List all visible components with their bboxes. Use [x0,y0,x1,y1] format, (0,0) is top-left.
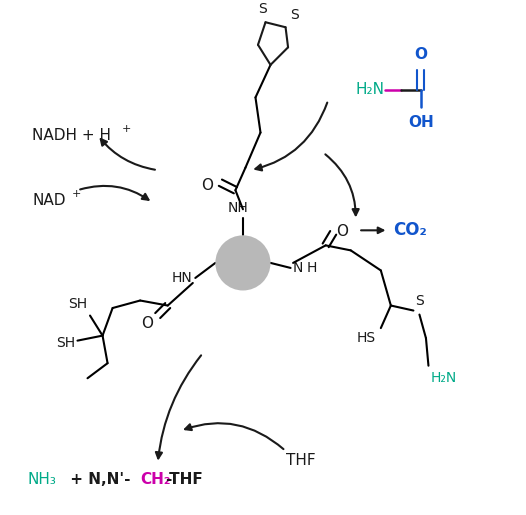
Text: CO₂: CO₂ [393,221,427,239]
Text: H₂N: H₂N [431,371,457,385]
Text: SH: SH [68,297,87,311]
Text: THF: THF [286,454,315,469]
Text: + N,N'-: + N,N'- [65,472,130,487]
Text: +: + [122,124,131,133]
Text: S: S [415,294,423,308]
Text: HN: HN [172,271,193,285]
FancyArrowPatch shape [80,186,148,200]
Text: SH: SH [56,336,75,350]
Text: O: O [140,316,153,331]
Text: OH: OH [408,115,434,130]
FancyArrowPatch shape [156,355,201,458]
FancyArrowPatch shape [101,139,155,170]
Text: +: + [72,188,81,199]
FancyArrowPatch shape [256,102,327,170]
FancyArrowPatch shape [185,423,284,449]
Text: HS: HS [357,331,376,345]
Text: H₂N: H₂N [356,82,385,97]
Text: O: O [414,47,428,62]
Circle shape [215,235,270,290]
FancyArrowPatch shape [326,154,359,215]
Text: NH: NH [228,201,248,215]
Text: S: S [290,8,299,22]
Text: O: O [336,224,348,239]
Text: CH₂: CH₂ [140,472,170,487]
Text: N: N [293,261,304,275]
Text: NH₃: NH₃ [27,472,56,487]
Text: O: O [201,178,213,193]
Text: S: S [259,2,267,16]
Text: NAD: NAD [33,193,66,208]
Text: -THF: -THF [165,472,203,487]
Text: NADH + H: NADH + H [33,128,112,143]
Text: H: H [307,261,318,275]
